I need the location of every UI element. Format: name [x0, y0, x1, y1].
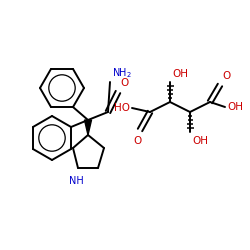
- Polygon shape: [84, 120, 91, 135]
- Text: NH: NH: [68, 176, 84, 186]
- Text: O: O: [222, 71, 230, 81]
- Text: OH: OH: [192, 136, 208, 146]
- Text: O: O: [120, 78, 128, 88]
- Text: O: O: [134, 136, 142, 146]
- Text: OH: OH: [172, 69, 188, 79]
- Text: HO: HO: [114, 103, 130, 113]
- Text: NH$_2$: NH$_2$: [112, 66, 132, 80]
- Text: OH: OH: [227, 102, 243, 112]
